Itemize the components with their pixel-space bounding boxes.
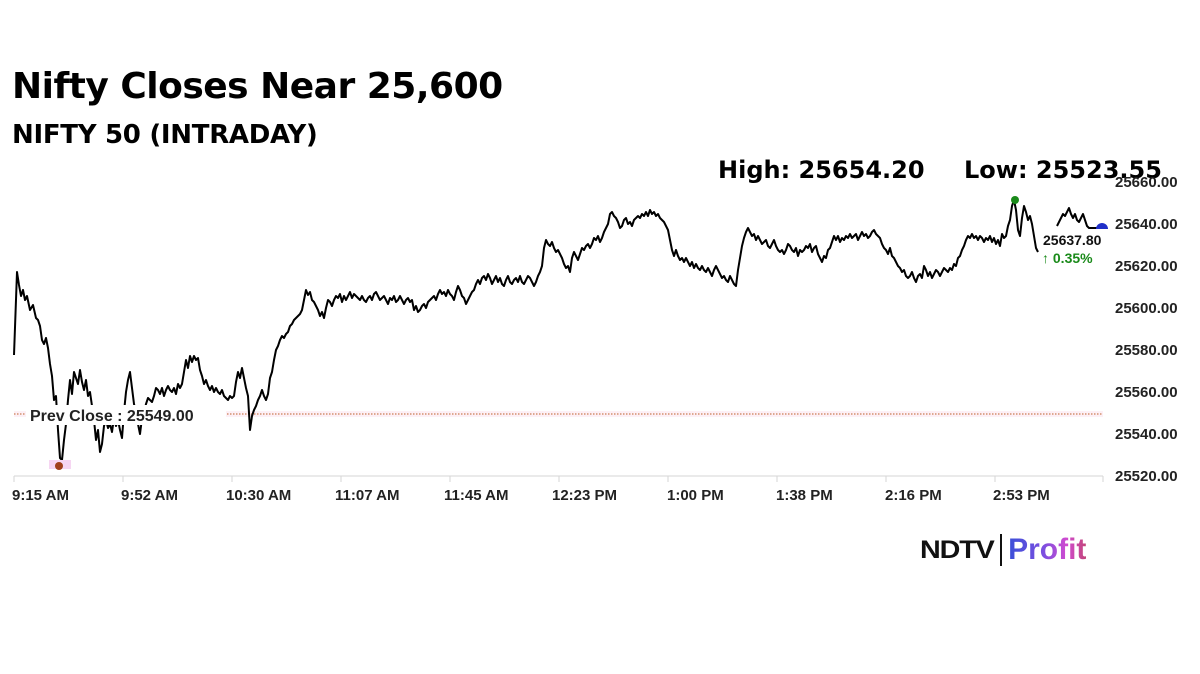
- svg-text:12:23 PM: 12:23 PM: [552, 487, 617, 504]
- svg-text:25560.00: 25560.00: [1115, 384, 1178, 401]
- svg-text:1:38 PM: 1:38 PM: [776, 487, 833, 504]
- prev-close-label-bg: [26, 405, 226, 425]
- x-axis-ticks: [13, 476, 1104, 482]
- prev-close-label: Prev Close : 25549.00: [30, 408, 194, 425]
- day-high-label: High: 25654.20: [718, 156, 925, 184]
- svg-text:11:45 AM: 11:45 AM: [444, 487, 508, 504]
- logo-separator: [1000, 534, 1003, 566]
- svg-text:25520.00: 25520.00: [1115, 468, 1178, 485]
- svg-text:2:16 PM: 2:16 PM: [885, 487, 942, 504]
- svg-text:9:15 AM: 9:15 AM: [12, 487, 69, 504]
- svg-text:25640.00: 25640.00: [1115, 216, 1178, 233]
- x-axis-labels: 9:15 AM 9:52 AM 10:30 AM 11:07 AM 11:45 …: [12, 487, 1050, 504]
- svg-text:25580.00: 25580.00: [1115, 342, 1178, 359]
- svg-text:11:07 AM: 11:07 AM: [335, 487, 399, 504]
- svg-text:9:52 AM: 9:52 AM: [121, 487, 178, 504]
- svg-text:1:00 PM: 1:00 PM: [667, 487, 724, 504]
- svg-text:25600.00: 25600.00: [1115, 300, 1178, 317]
- logo-profit-text: Profit: [1008, 533, 1087, 566]
- svg-text:25540.00: 25540.00: [1115, 426, 1178, 443]
- chart-subtitle: NIFTY 50 (INTRADAY): [12, 120, 318, 150]
- high-marker: [1011, 196, 1019, 204]
- price-line: [13, 199, 1039, 461]
- svg-text:2:53 PM: 2:53 PM: [993, 487, 1050, 504]
- last-value-label: 25637.80: [1043, 232, 1102, 248]
- change-percent-label: ↑ 0.35%: [1042, 250, 1093, 266]
- price-line-tail: [1056, 207, 1103, 229]
- chart-title: Nifty Closes Near 25,600: [12, 66, 503, 107]
- y-axis-labels: 25660.00 25640.00 25620.00 25600.00 2558…: [1115, 174, 1178, 485]
- day-low-label: Low: 25523.55: [964, 156, 1162, 184]
- svg-text:25660.00: 25660.00: [1115, 174, 1178, 191]
- logo-ndtv-text: NDTV: [920, 535, 995, 564]
- svg-text:10:30 AM: 10:30 AM: [226, 487, 291, 504]
- low-marker: [55, 462, 63, 470]
- ndtv-profit-logo: NDTV Profit: [920, 532, 1086, 568]
- svg-text:25620.00: 25620.00: [1115, 258, 1178, 275]
- last-value-marker: [1096, 223, 1108, 229]
